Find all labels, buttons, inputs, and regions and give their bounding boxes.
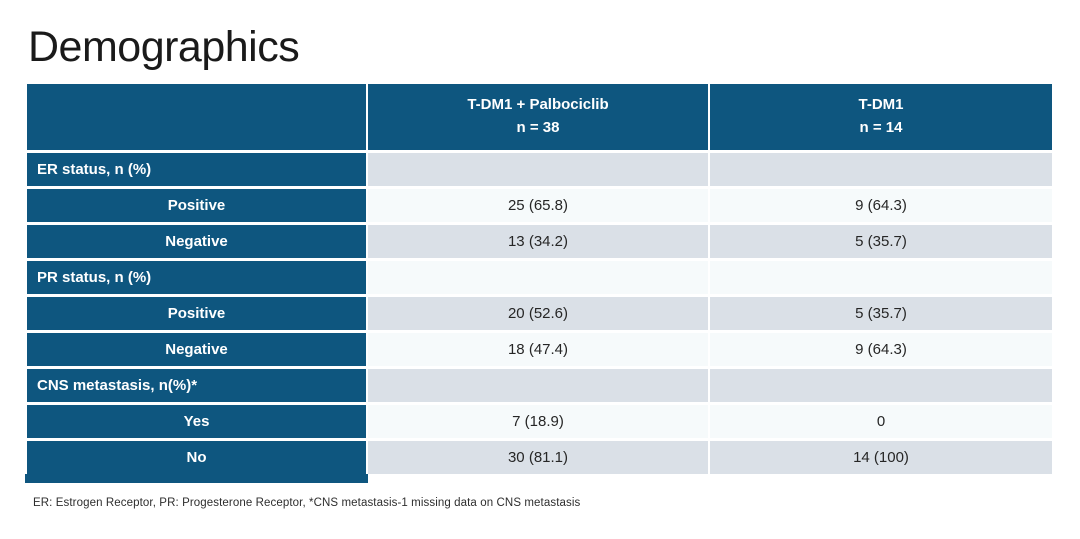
header-col-tdm1: T-DM1 n = 14 (710, 84, 1052, 150)
data-cell: 13 (34.2) (368, 225, 708, 258)
table-body: ER status, n (%) Positive 25 (65.8) 9 (64.3… (27, 153, 1052, 474)
header-row: T-DM1 + Palbociclib n = 38 T-DM1 n = 14 (27, 84, 1052, 150)
row-label-sub: No (27, 441, 366, 474)
data-cell (710, 261, 1052, 294)
header-col-n: n = 38 (516, 119, 560, 137)
table-row: No 30 (81.1) 14 (100) (27, 441, 1052, 474)
slide-title: Demographics (28, 23, 300, 71)
row-label-sub: Negative (27, 225, 366, 258)
data-cell: 5 (35.7) (710, 225, 1052, 258)
row-label-section: PR status, n (%) (27, 261, 366, 294)
data-cell (368, 261, 708, 294)
header-col-label: T-DM1 + Palbociclib (467, 96, 609, 113)
data-cell: 9 (64.3) (710, 333, 1052, 366)
data-cell (368, 369, 708, 402)
header-col-tdm1-palbociclib: T-DM1 + Palbociclib n = 38 (368, 84, 708, 150)
table-row: PR status, n (%) (27, 261, 1052, 294)
footnote: ER: Estrogen Receptor, PR: Progesterone … (33, 497, 581, 509)
table-row: Positive 25 (65.8) 9 (64.3) (27, 189, 1052, 222)
data-cell: 0 (710, 405, 1052, 438)
data-cell: 25 (65.8) (368, 189, 708, 222)
data-cell (710, 153, 1052, 186)
data-cell (368, 153, 708, 186)
table-row: Positive 20 (52.6) 5 (35.7) (27, 297, 1052, 330)
data-cell: 30 (81.1) (368, 441, 708, 474)
table-header: T-DM1 + Palbociclib n = 38 T-DM1 n = 14 (27, 84, 1052, 150)
row-label-section: ER status, n (%) (27, 153, 366, 186)
table-bottom-accent-bar (25, 474, 368, 483)
data-cell: 18 (47.4) (368, 333, 708, 366)
table-row: CNS metastasis, n(%)* (27, 369, 1052, 402)
table-row: Yes 7 (18.9) 0 (27, 405, 1052, 438)
table-row: Negative 18 (47.4) 9 (64.3) (27, 333, 1052, 366)
header-col-label: T-DM1 (858, 96, 904, 113)
data-cell: 9 (64.3) (710, 189, 1052, 222)
row-label-sub: Positive (27, 189, 366, 222)
data-cell: 7 (18.9) (368, 405, 708, 438)
data-cell (710, 369, 1052, 402)
row-label-sub: Positive (27, 297, 366, 330)
row-label-section: CNS metastasis, n(%)* (27, 369, 366, 402)
header-col-n: n = 14 (859, 119, 903, 137)
data-cell: 5 (35.7) (710, 297, 1052, 330)
demographics-table: T-DM1 + Palbociclib n = 38 T-DM1 n = 14 … (25, 81, 1054, 477)
data-cell: 14 (100) (710, 441, 1052, 474)
row-label-sub: Yes (27, 405, 366, 438)
header-blank-cell (27, 84, 366, 150)
table-row: ER status, n (%) (27, 153, 1052, 186)
table-row: Negative 13 (34.2) 5 (35.7) (27, 225, 1052, 258)
row-label-sub: Negative (27, 333, 366, 366)
data-cell: 20 (52.6) (368, 297, 708, 330)
